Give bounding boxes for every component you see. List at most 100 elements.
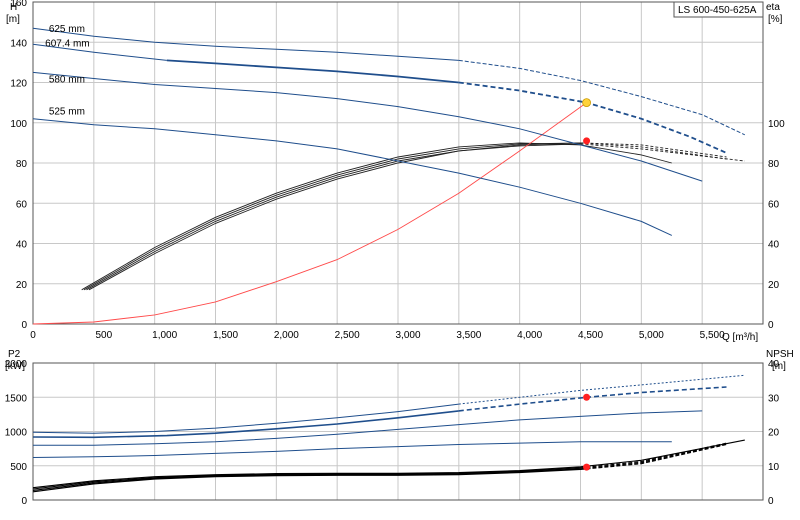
eta-curve	[86, 142, 581, 291]
head-curve-label: 607.4 mm	[45, 38, 89, 49]
eta-curve	[81, 142, 672, 291]
top-x-tick-label: 3,500	[456, 330, 481, 341]
bottom-y-left-tick-label: 1000	[5, 428, 28, 439]
head-axis-label: H	[10, 2, 17, 13]
bottom-curves	[32, 374, 745, 493]
top-y-left-tick-label: 0	[21, 320, 27, 331]
head-curve-selected-dashed	[458, 81, 727, 154]
top-x-tick-label: 500	[95, 330, 112, 341]
top-x-tick-label: 1,000	[152, 330, 177, 341]
npsh-curve	[32, 468, 581, 493]
power-axis-unit: [kW]	[5, 361, 25, 372]
top-y-left-tick-label: 60	[16, 199, 28, 210]
top-x-tick-label: 4,000	[517, 330, 542, 341]
eta-curve-dashed	[580, 142, 727, 158]
eta-curve-dashed	[580, 142, 727, 160]
npsh-curve-dashed	[580, 442, 727, 469]
top-x-tick-label: 4,500	[578, 330, 603, 341]
bottom-y-right-tick-label: 0	[768, 496, 774, 507]
head-curve	[32, 43, 167, 61]
head-curve	[32, 118, 673, 236]
top-x-ticks: 0 500 1,000 1,500 2,000 2,500 3,000 3,500 4,000 4…	[30, 330, 725, 341]
duty-point-eta	[583, 137, 591, 145]
top-y-right-tick-label: 100	[768, 119, 785, 130]
bottom-y-left-tick-label: 500	[10, 462, 27, 473]
top-duty-points	[582, 98, 591, 145]
eta-axis-unit: [%]	[768, 14, 783, 25]
top-x-tick-label: 5,000	[639, 330, 664, 341]
top-x-tick-label: 1,500	[213, 330, 238, 341]
npsh-axis-unit: [m]	[772, 361, 786, 372]
bottom-y-right-tick-label: 10	[768, 462, 780, 473]
eta-curve	[83, 142, 581, 291]
top-y-left-tick-label: 120	[10, 79, 27, 90]
bottom-y-left-tick-label: 1500	[5, 393, 28, 404]
head-curve	[32, 71, 703, 182]
top-y-left-tick-label: 100	[10, 119, 27, 130]
eta-axis-label: eta	[766, 2, 780, 13]
power-curve	[32, 410, 459, 439]
top-x-tick-label: 2,000	[274, 330, 299, 341]
npsh-axis-label: NPSH	[766, 349, 794, 360]
bottom-plot-frame	[32, 362, 764, 501]
top-curves	[32, 27, 746, 325]
bottom-y-left-tick-label: 2000	[5, 359, 28, 370]
power-curve-dashed	[458, 374, 745, 405]
bottom-duty-points	[583, 393, 591, 471]
top-x-tick-label: 3,000	[395, 330, 420, 341]
top-x-tick-label: 5,500	[700, 330, 725, 341]
head-curve-label: 580 mm	[49, 75, 85, 86]
power-axis-label: P2	[8, 349, 21, 360]
top-chart: 0 500 1,000 1,500 2,000 2,500 3,000 3,500 4,000 4…	[6, 0, 785, 343]
bottom-y-right-ticks: 0 10 20 30 40	[768, 359, 780, 507]
eta-curve	[88, 143, 581, 291]
top-plot-frame	[32, 1, 764, 325]
head-axis-unit: [m]	[6, 14, 20, 25]
duty-point-npsh	[583, 463, 591, 471]
top-x-tick-label: 2,500	[335, 330, 360, 341]
npsh-curve-dashed	[580, 443, 727, 471]
top-y-left-tick-label: 160	[10, 0, 27, 9]
bottom-y-left-ticks: 0 500 1000 1500 2000	[5, 359, 28, 507]
power-curve-dashed	[458, 386, 727, 412]
duty-point-power	[583, 393, 591, 401]
power-curve	[32, 441, 672, 458]
head-curve-dashed	[458, 59, 746, 136]
bottom-y-left-tick-label: 0	[21, 496, 27, 507]
head-curve-label: 525 mm	[49, 107, 85, 118]
bottom-y-right-tick-label: 30	[768, 393, 780, 404]
top-y-right-tick-label: 40	[768, 240, 780, 251]
npsh-curve	[32, 468, 581, 491]
top-y-left-tick-label: 80	[16, 159, 28, 170]
npsh-curve	[32, 439, 745, 489]
power-curve	[33, 410, 703, 446]
top-grid	[33, 1, 763, 324]
top-y-right-ticks: 0 20 40 60 80 100	[768, 119, 785, 331]
model-label: LS 600-450-625A	[678, 5, 757, 16]
model-label-box	[673, 1, 764, 18]
top-y-left-ticks: 0 20 40 60 80 100 120 140 160	[10, 0, 27, 331]
top-y-right-tick-label: 80	[768, 159, 780, 170]
head-curve-selected	[166, 59, 459, 84]
head-curve-label: 625 mm	[49, 24, 85, 35]
top-y-left-tick-label: 40	[16, 240, 28, 251]
system-curve	[32, 102, 587, 325]
duty-point-head	[582, 98, 591, 108]
head-curve-labels: 625 mm 607.4 mm 580 mm 525 mm	[45, 24, 89, 118]
top-y-right-tick-label: 20	[768, 280, 780, 291]
top-y-right-tick-label: 60	[768, 199, 780, 210]
bottom-grid	[33, 362, 763, 500]
top-y-left-tick-label: 20	[16, 280, 28, 291]
head-curve	[32, 27, 459, 61]
bottom-y-right-tick-label: 20	[768, 428, 780, 439]
npsh-curve	[32, 467, 581, 490]
top-x-tick-label: 0	[30, 330, 36, 341]
npsh-curve-dashed	[580, 443, 727, 470]
power-curve	[32, 403, 459, 434]
top-y-left-tick-label: 140	[10, 38, 27, 49]
bottom-y-right-tick-label: 40	[768, 359, 780, 370]
eta-curve-dashed	[580, 143, 745, 162]
top-y-right-tick-label: 0	[768, 320, 774, 331]
